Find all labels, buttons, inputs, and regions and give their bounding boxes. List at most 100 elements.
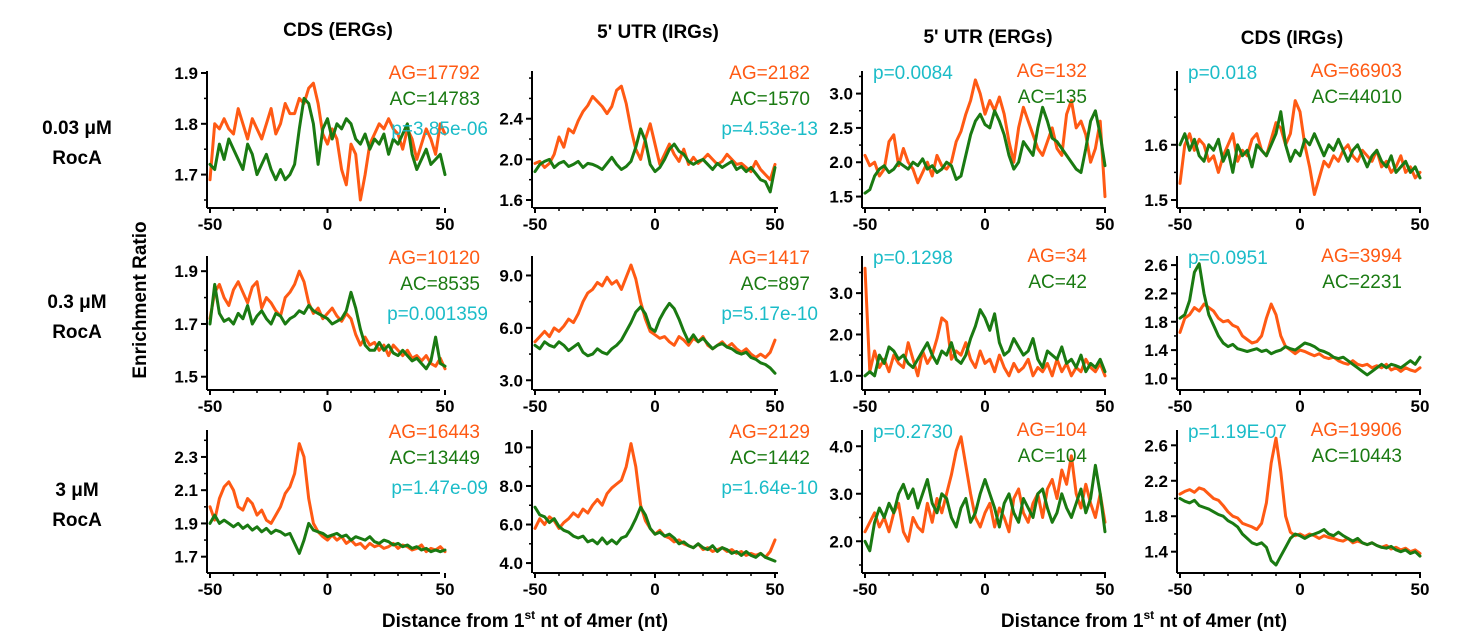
ag-count-label-r3c2: AG=2129 bbox=[729, 422, 810, 443]
x-tick-label-r2c3-2: 50 bbox=[1096, 397, 1115, 416]
x-axis-label-left: Distance from 1st nt of 4mer (nt) bbox=[382, 608, 668, 632]
column-title-2: 5' UTR (IRGs) bbox=[597, 22, 719, 43]
y-tick-label-r3c1-3: 2.3 bbox=[174, 448, 198, 467]
ac-count-label-r1c1: AC=14783 bbox=[390, 89, 480, 110]
series-ac-line-r1c2 bbox=[533, 127, 777, 194]
x-tick-label-r3c3-1: 0 bbox=[980, 580, 989, 599]
x-tick-label-r2c1-2: 50 bbox=[436, 397, 455, 416]
ac-count-label-r2c3: AC=42 bbox=[1028, 272, 1087, 293]
ag-count-label-r1c4: AG=66903 bbox=[1311, 61, 1402, 82]
series-ag-line-r3c3 bbox=[863, 435, 1107, 543]
ag-count-label-r1c2: AG=2182 bbox=[729, 63, 810, 84]
y-tick-label-r1c3-2: 2.5 bbox=[829, 119, 853, 138]
x-tick-label-r3c4-1: 0 bbox=[1295, 580, 1304, 599]
series-ac-line-r3c1 bbox=[208, 513, 447, 555]
y-tick-label-r1c3-3: 3.0 bbox=[829, 85, 853, 104]
ag-count-label-r2c1: AG=10120 bbox=[389, 248, 480, 269]
panel-r1c1: 1.7 1.8 1.9 -50 0 50 AG=17792 AC=14783 p=3.85e-0… bbox=[174, 63, 488, 234]
x-tick-label-r1c3-1: 0 bbox=[980, 215, 989, 234]
ag-count-label-r3c3: AG=104 bbox=[1017, 420, 1088, 441]
row-label-1-line2: RocA bbox=[52, 148, 102, 169]
y-tick-label-r3c2-1: 6.0 bbox=[499, 516, 523, 535]
panel-r3c2: 4.0 6.0 8.0 10 -50 0 50 AG=2129 AC=1442 p=1.64e-1… bbox=[499, 422, 818, 599]
panel-r2c1: 1.5 1.7 1.9 -50 0 50 AG=10120 AC=8535 p=0.001359 bbox=[174, 248, 488, 416]
p-value-label-r2c4: p=0.0951 bbox=[1188, 248, 1268, 269]
y-tick-label-r3c1-2: 2.1 bbox=[174, 481, 198, 500]
panels-group: 1.7 1.8 1.9 -50 0 50 AG=17792 AC=14783 p=3.85e-0… bbox=[174, 61, 1429, 599]
x-tick-label-r1c1-0: -50 bbox=[198, 215, 223, 234]
series-ag-line-r1c3 bbox=[863, 78, 1107, 199]
y-tick-label-r1c2-1: 2.0 bbox=[499, 150, 523, 169]
x-tick-label-r1c2-1: 0 bbox=[650, 215, 659, 234]
y-tick-label-r3c2-2: 8.0 bbox=[499, 477, 523, 496]
x-tick-label-r1c4-1: 0 bbox=[1295, 215, 1304, 234]
y-tick-label-r3c3-0: 2.0 bbox=[829, 532, 853, 551]
p-value-label-r3c4: p=1.19E-07 bbox=[1188, 422, 1287, 443]
panel-r2c3: 1.0 2.0 3.0 -50 0 50 p=0.1298 AG=34 AC=42 bbox=[829, 246, 1114, 416]
ac-count-label-r3c4: AC=10443 bbox=[1312, 446, 1402, 467]
x-tick-label-r1c4-2: 50 bbox=[1411, 215, 1430, 234]
series-ac-line-r2c4 bbox=[1178, 262, 1422, 377]
x-tick-label-r3c1-1: 0 bbox=[323, 580, 332, 599]
x-tick-label-r2c4-0: -50 bbox=[1168, 397, 1193, 416]
x-tick-label-r3c4-2: 50 bbox=[1411, 580, 1430, 599]
x-tick-label-r2c2-0: -50 bbox=[523, 397, 548, 416]
y-tick-label-r3c1-1: 1.9 bbox=[174, 514, 198, 533]
panel-r2c2: 3.0 6.0 9.0 -50 0 50 AG=1417 AC=897 p=5.17e-10 bbox=[499, 248, 818, 416]
series-ac-line-r2c2 bbox=[533, 301, 777, 375]
column-title-3: 5' UTR (ERGs) bbox=[923, 27, 1052, 48]
p-value-label-r1c3: p=0.0084 bbox=[873, 63, 953, 84]
panel-r3c3: 2.0 3.0 4.0 -50 0 50 p=0.2730 AG=104 AC=104 bbox=[829, 420, 1114, 599]
y-tick-label-r3c4-3: 2.6 bbox=[1144, 436, 1168, 455]
panel-r3c4: 1.4 1.8 2.2 2.6 -50 0 50 p=1.19E-07 AG=19906 AC=1… bbox=[1144, 420, 1429, 599]
y-tick-label-r2c1-2: 1.9 bbox=[174, 262, 198, 281]
y-tick-label-r1c4-0: 1.5 bbox=[1144, 191, 1168, 210]
y-tick-label-r2c4-0: 1.0 bbox=[1144, 369, 1168, 388]
ac-count-label-r1c2: AC=1570 bbox=[730, 89, 810, 110]
x-tick-label-r3c1-0: -50 bbox=[198, 580, 223, 599]
row-label-3-line1: 3 μM bbox=[55, 480, 98, 501]
panel-r1c2: 1.6 2.0 2.4 -50 0 50 AG=2182 AC=1570 p=4.53e-13 bbox=[499, 63, 818, 234]
x-tick-label-r1c1-2: 50 bbox=[436, 215, 455, 234]
series-ac-line-r3c4 bbox=[1178, 497, 1422, 567]
ag-count-label-r2c2: AG=1417 bbox=[729, 248, 810, 269]
p-value-label-r2c3: p=0.1298 bbox=[873, 248, 953, 269]
x-tick-label-r2c4-2: 50 bbox=[1411, 397, 1430, 416]
row-label-2-line1: 0.3 μM bbox=[47, 292, 106, 313]
panel-r2c4: 1.0 1.4 1.8 2.2 2.6 -50 0 50 p=0.0951 AG=3994 AC=2… bbox=[1144, 246, 1429, 416]
y-tick-label-r2c1-1: 1.7 bbox=[174, 315, 198, 334]
y-tick-label-r3c4-2: 2.2 bbox=[1144, 472, 1168, 491]
y-tick-label-r2c2-1: 6.0 bbox=[499, 319, 523, 338]
y-tick-label-r2c2-0: 3.0 bbox=[499, 371, 523, 390]
series-ac-line-r2c1 bbox=[208, 282, 447, 371]
series-ac-line-r3c2 bbox=[533, 505, 777, 563]
x-tick-label-r2c2-1: 0 bbox=[650, 397, 659, 416]
y-tick-label-r2c1-0: 1.5 bbox=[174, 368, 198, 387]
x-tick-label-r2c4-1: 0 bbox=[1295, 397, 1304, 416]
x-tick-label-r2c3-0: -50 bbox=[853, 397, 878, 416]
x-tick-label-r2c2-2: 50 bbox=[766, 397, 785, 416]
ac-count-label-r1c3: AC=135 bbox=[1018, 87, 1087, 108]
p-value-label-r1c1: p=3.85e-06 bbox=[391, 119, 488, 140]
y-tick-label-r2c3-0: 1.0 bbox=[829, 367, 853, 386]
p-value-label-r3c2: p=1.64e-10 bbox=[721, 478, 818, 499]
row-label-2-line2: RocA bbox=[52, 322, 102, 343]
y-tick-label-r3c3-2: 4.0 bbox=[829, 437, 853, 456]
x-tick-label-r3c1-2: 50 bbox=[436, 580, 455, 599]
y-tick-label-r2c4-4: 2.6 bbox=[1144, 256, 1168, 275]
x-tick-label-r3c2-2: 50 bbox=[766, 580, 785, 599]
y-tick-label-r1c2-0: 1.6 bbox=[499, 191, 523, 210]
ag-count-label-r1c1: AG=17792 bbox=[389, 63, 480, 84]
y-tick-label-r1c2-2: 2.4 bbox=[499, 110, 523, 129]
y-tick-label-r1c1-2: 1.9 bbox=[174, 64, 198, 83]
y-tick-label-r3c4-0: 1.4 bbox=[1144, 543, 1168, 562]
x-tick-label-r1c3-0: -50 bbox=[853, 215, 878, 234]
ac-count-label-r1c4: AC=44010 bbox=[1312, 87, 1402, 108]
series-ac-line-r1c3 bbox=[863, 105, 1107, 195]
ac-count-label-r2c1: AC=8535 bbox=[400, 274, 480, 295]
y-tick-label-r1c1-0: 1.7 bbox=[174, 166, 198, 185]
series-ag-line-r1c1 bbox=[208, 81, 447, 202]
row-label-3-line2: RocA bbox=[52, 510, 102, 531]
p-value-label-r1c4: p=0.018 bbox=[1188, 63, 1257, 84]
x-tick-label-r3c3-0: -50 bbox=[853, 580, 878, 599]
